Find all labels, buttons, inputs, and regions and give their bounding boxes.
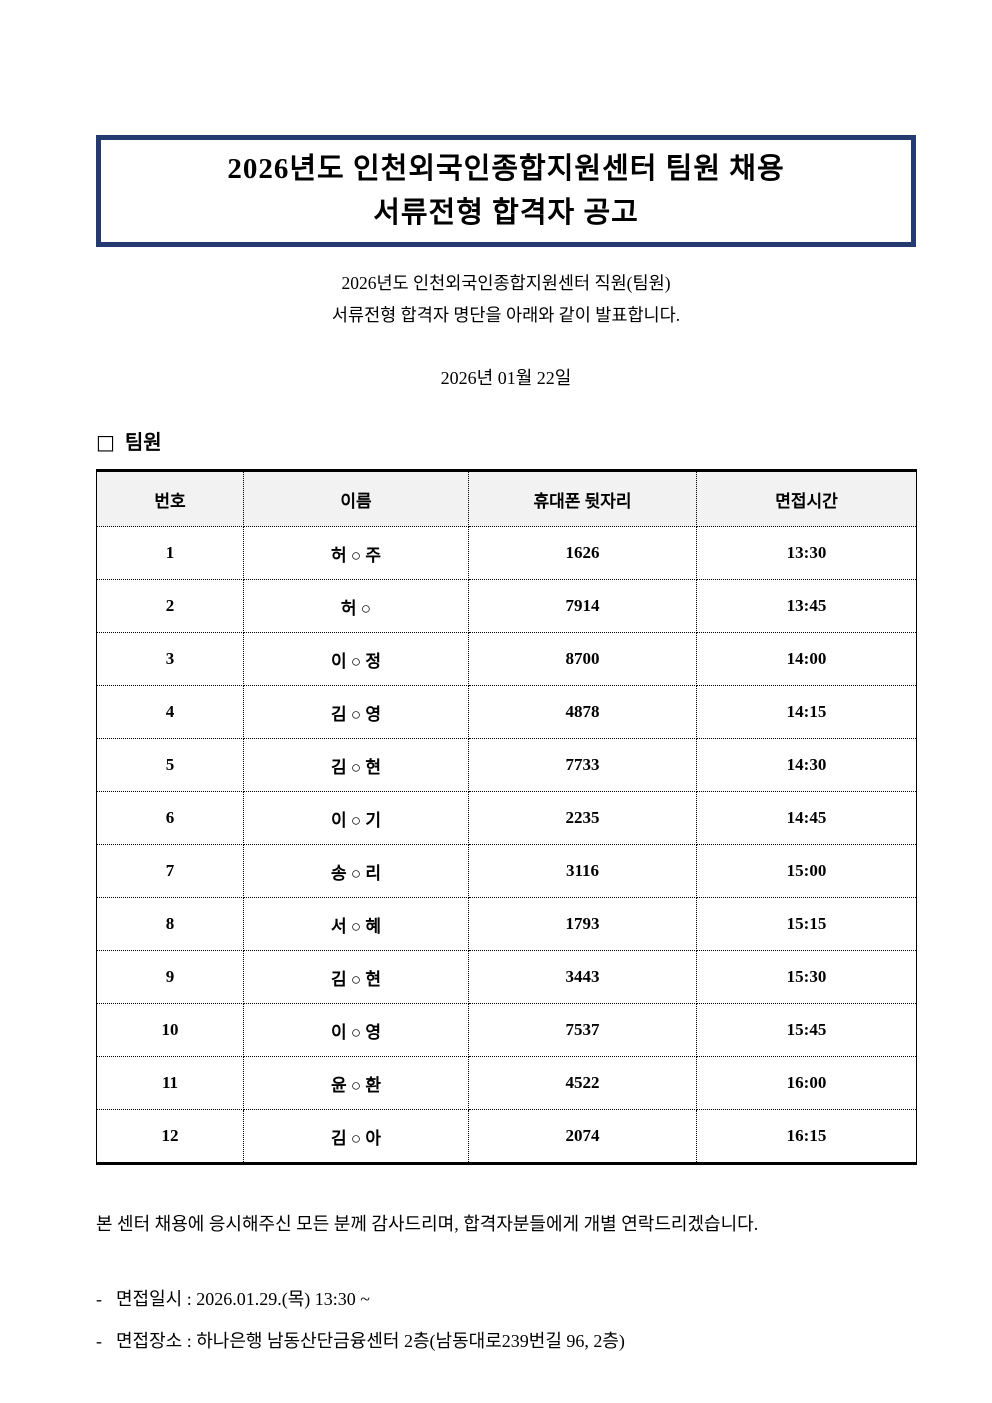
table-cell: 김 ○ 아 <box>243 1109 469 1164</box>
table-cell: 15:15 <box>696 897 917 951</box>
table-cell: 8 <box>96 897 244 951</box>
table-cell: 윤 ○ 환 <box>243 1056 469 1110</box>
table-cell: 김 ○ 현 <box>243 738 469 792</box>
table-cell: 송 ○ 리 <box>243 844 469 898</box>
table-cell: 4522 <box>468 1056 697 1110</box>
table-cell: 15:00 <box>696 844 917 898</box>
square-bullet-icon: □ <box>96 430 115 454</box>
interview-datetime-note: - 면접일시 : 2026.01.29.(목) 13:30 ~ <box>96 1287 926 1311</box>
table-cell: 2 <box>96 579 244 633</box>
page-title-line-1: 2026년도 인천외국인종합지원센터 팀원 채용 <box>227 153 785 185</box>
table-cell: 3 <box>96 632 244 686</box>
table-cell: 2074 <box>468 1109 697 1164</box>
table-cell: 15:30 <box>696 950 917 1004</box>
table-header-cell: 번호 <box>96 470 244 527</box>
table-header-cell: 휴대폰 뒷자리 <box>468 470 697 527</box>
intro-line-1: 2026년도 인천외국인종합지원센터 직원(팀원) <box>341 273 671 293</box>
table-cell: 이 ○ 정 <box>243 632 469 686</box>
title-box: 2026년도 인천외국인종합지원센터 팀원 채용 서류전형 합격자 공고 <box>96 135 916 247</box>
table-row: 11 윤 ○ 환 4522 16:00 <box>96 1056 917 1110</box>
intro-line-2: 서류전형 합격자 명단을 아래와 같이 발표합니다. <box>331 305 681 325</box>
table-cell: 6 <box>96 791 244 845</box>
table-cell: 4878 <box>468 685 697 739</box>
table-cell: 10 <box>96 1003 244 1057</box>
dash-bullet: - <box>96 1331 102 1351</box>
table-header-cell: 면접시간 <box>696 470 917 527</box>
table-header-cell: 이름 <box>243 470 469 527</box>
dash-bullet: - <box>96 1289 102 1309</box>
table-cell: 14:15 <box>696 685 917 739</box>
table-row: 12 김 ○ 아 2074 16:15 <box>96 1109 917 1164</box>
table-header-row: 번호 이름 휴대폰 뒷자리 면접시간 <box>96 470 917 527</box>
table-cell: 2235 <box>468 791 697 845</box>
table-row: 10 이 ○ 영 7537 15:45 <box>96 1003 917 1057</box>
table-cell: 3116 <box>468 844 697 898</box>
interview-datetime-text: 면접일시 : 2026.01.29.(목) 13:30 ~ <box>116 1289 371 1309</box>
table-cell: 7733 <box>468 738 697 792</box>
table-cell: 김 ○ 현 <box>243 950 469 1004</box>
table-cell: 14:45 <box>696 791 917 845</box>
table-cell: 7914 <box>468 579 697 633</box>
page-title-line-2: 서류전형 합격자 공고 <box>373 197 639 229</box>
table-cell: 3443 <box>468 950 697 1004</box>
table-cell: 11 <box>96 1056 244 1110</box>
table-cell: 16:00 <box>696 1056 917 1110</box>
table-cell: 1793 <box>468 897 697 951</box>
table-cell: 1626 <box>468 526 697 580</box>
table-cell: 이 ○ 기 <box>243 791 469 845</box>
table-cell: 14:00 <box>696 632 917 686</box>
section-title: 팀원 <box>124 432 162 454</box>
table-cell: 김 ○ 영 <box>243 685 469 739</box>
table-cell: 14:30 <box>696 738 917 792</box>
table-cell: 15:45 <box>696 1003 917 1057</box>
table-cell: 5 <box>96 738 244 792</box>
table-cell: 1 <box>96 526 244 580</box>
table-cell: 4 <box>96 685 244 739</box>
table-cell: 7537 <box>468 1003 697 1057</box>
table-cell: 13:30 <box>696 526 917 580</box>
table-cell: 8700 <box>468 632 697 686</box>
table-cell: 허 ○ 주 <box>243 526 469 580</box>
intro-paragraph: 2026년도 인천외국인종합지원센터 직원(팀원) 서류전형 합격자 명단을 아… <box>96 267 916 331</box>
table-cell: 서 ○ 혜 <box>243 897 469 951</box>
interview-location-note: - 면접장소 : 하나은행 남동산단금융센터 2층(남동대로239번길 96, 2… <box>96 1329 926 1353</box>
section-heading: □ 팀원 <box>96 429 992 456</box>
table-cell: 7 <box>96 844 244 898</box>
table-cell: 16:15 <box>696 1109 917 1164</box>
closing-paragraph: 본 센터 채용에 응시해주신 모든 분께 감사드리며, 합격자분들에게 개별 연… <box>96 1214 759 1234</box>
table-cell: 이 ○ 영 <box>243 1003 469 1057</box>
table-cell: 13:45 <box>696 579 917 633</box>
table-cell: 허 ○ <box>243 579 469 633</box>
interview-location-text: 면접장소 : 하나은행 남동산단금융센터 2층(남동대로239번길 96, 2층… <box>116 1331 625 1351</box>
announcement-date: 2026년 01월 22일 <box>440 368 572 388</box>
table-cell: 12 <box>96 1109 244 1164</box>
table-cell: 9 <box>96 950 244 1004</box>
